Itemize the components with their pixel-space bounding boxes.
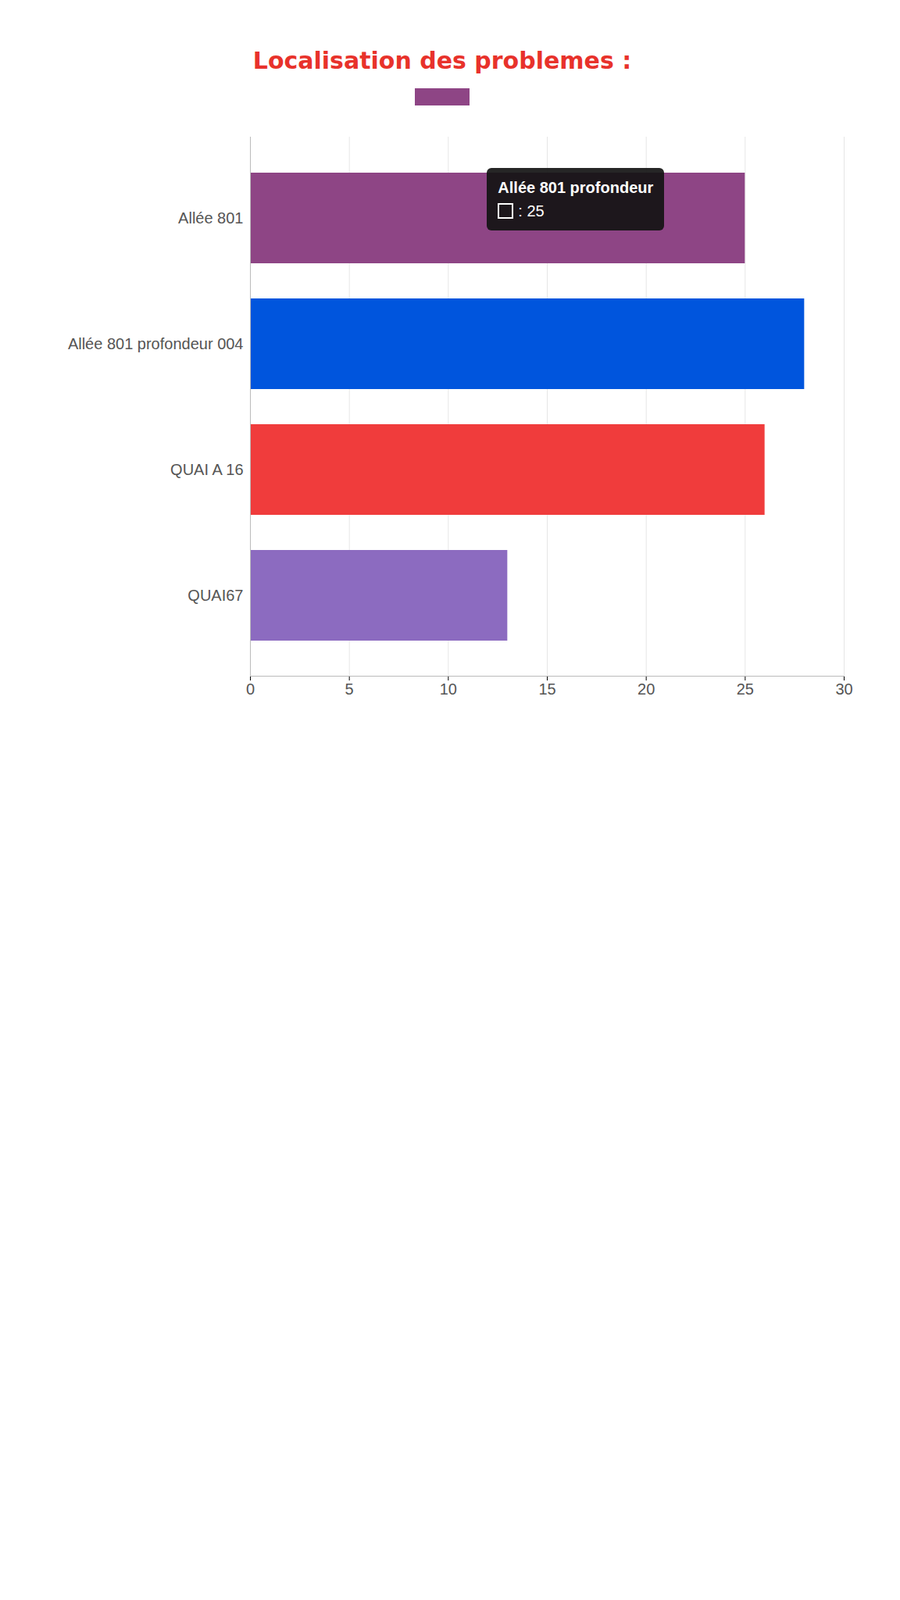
svg-text:QUAI A 16: QUAI A 16 [170,460,243,479]
html-text:Allée 801 profondeur: Allée 801 profondeur [497,178,654,197]
svg-text:0: 0 [246,680,255,698]
svg-text:5: 5 [345,680,354,698]
svg-text:Allée 801 profondeur 004: Allée 801 profondeur 004 [67,335,244,353]
svg-text:15: 15 [538,680,556,698]
html-text:Localisation des problemes :: Localisation des problemes : [252,46,632,75]
svg-text:10: 10 [439,680,458,698]
svg-text:Allée 801: Allée 801 [178,209,243,227]
svg-text:30: 30 [835,680,853,698]
svg-text:25: 25 [736,680,754,698]
svg-text:20: 20 [637,680,655,698]
html-text:: 25: : 25 [518,202,545,220]
svg-text:QUAI67: QUAI67 [187,586,243,604]
